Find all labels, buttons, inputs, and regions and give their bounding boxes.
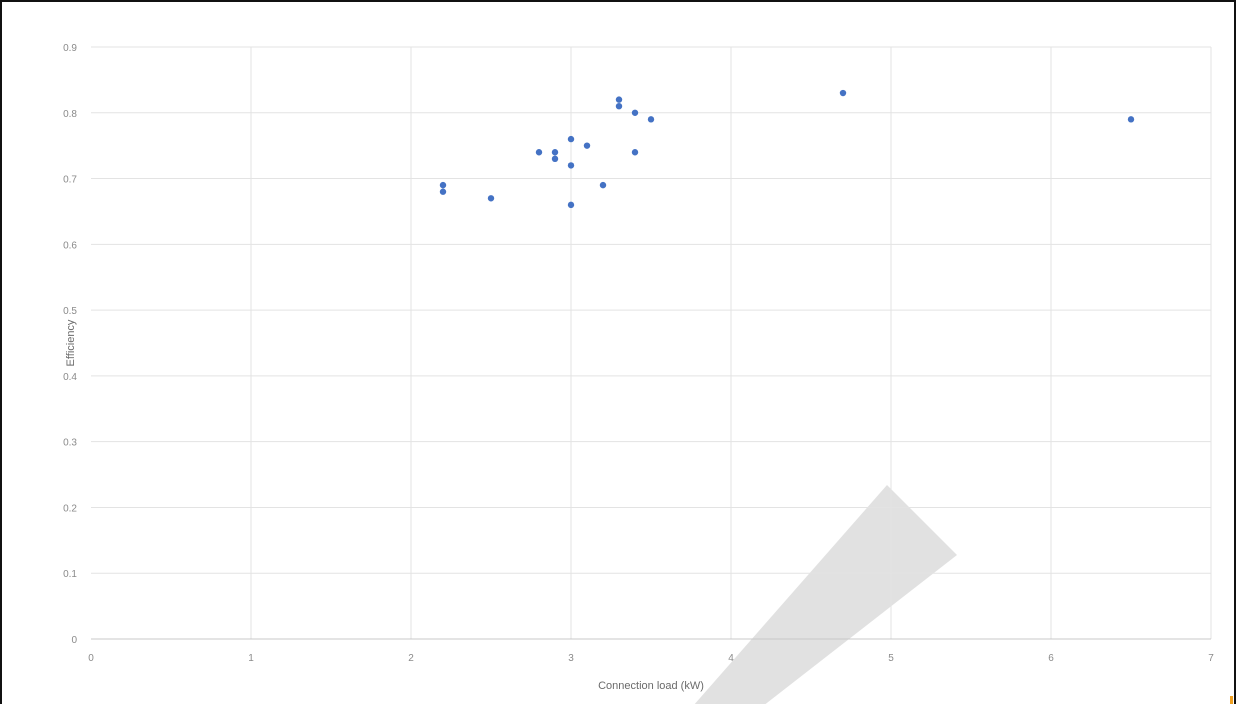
x-tick-label: 3 (568, 653, 574, 664)
data-point (839, 89, 847, 97)
data-point (567, 162, 575, 169)
y-tick-label: 0.4 (63, 372, 77, 383)
y-tick-label: 0.8 (63, 109, 77, 120)
data-point (439, 181, 447, 189)
x-tick-label: 2 (408, 653, 414, 664)
y-tick-label: 0.2 (63, 503, 77, 514)
data-point (631, 109, 639, 116)
x-tick-label: 4 (728, 653, 734, 664)
y-tick-label: 0.9 (63, 43, 77, 54)
data-point (567, 135, 575, 143)
y-tick-label: 0.1 (63, 569, 77, 580)
data-point (615, 103, 623, 110)
x-tick-label: 0 (88, 653, 94, 664)
grid-lines (91, 46, 1212, 639)
data-point (599, 181, 607, 189)
y-tick-label: 0 (71, 635, 77, 646)
data-point (551, 155, 559, 163)
data-point (535, 149, 543, 156)
y-tick-label: 0.6 (63, 240, 77, 251)
data-point (1127, 116, 1135, 123)
y-axis-title: Efficiency (65, 319, 77, 366)
data-point (631, 149, 639, 156)
data-point (551, 149, 559, 156)
x-tick-label: 5 (888, 653, 894, 664)
data-point (615, 96, 623, 103)
data-point (439, 188, 447, 195)
corner-mark (1230, 696, 1233, 704)
y-tick-label: 0.5 (63, 306, 77, 317)
watermark-bar (693, 485, 957, 706)
data-points (439, 89, 1135, 209)
watermark-shape (693, 485, 957, 706)
x-tick-labels: 0 1 2 3 4 5 6 7 (88, 653, 1214, 664)
data-point (647, 116, 655, 123)
x-tick-label: 7 (1208, 653, 1214, 664)
x-tick-label: 6 (1048, 653, 1054, 664)
x-axis-title: Connection load (kW) (598, 680, 704, 692)
y-tick-labels: 0 0.1 0.2 0.3 0.4 0.5 0.6 0.7 0.8 0.9 (63, 43, 77, 646)
data-point (583, 142, 591, 149)
y-tick-label: 0.3 (63, 438, 77, 449)
y-tick-label: 0.7 (63, 175, 77, 186)
data-point (487, 195, 495, 202)
x-tick-label: 1 (248, 653, 254, 664)
data-point (567, 201, 575, 209)
